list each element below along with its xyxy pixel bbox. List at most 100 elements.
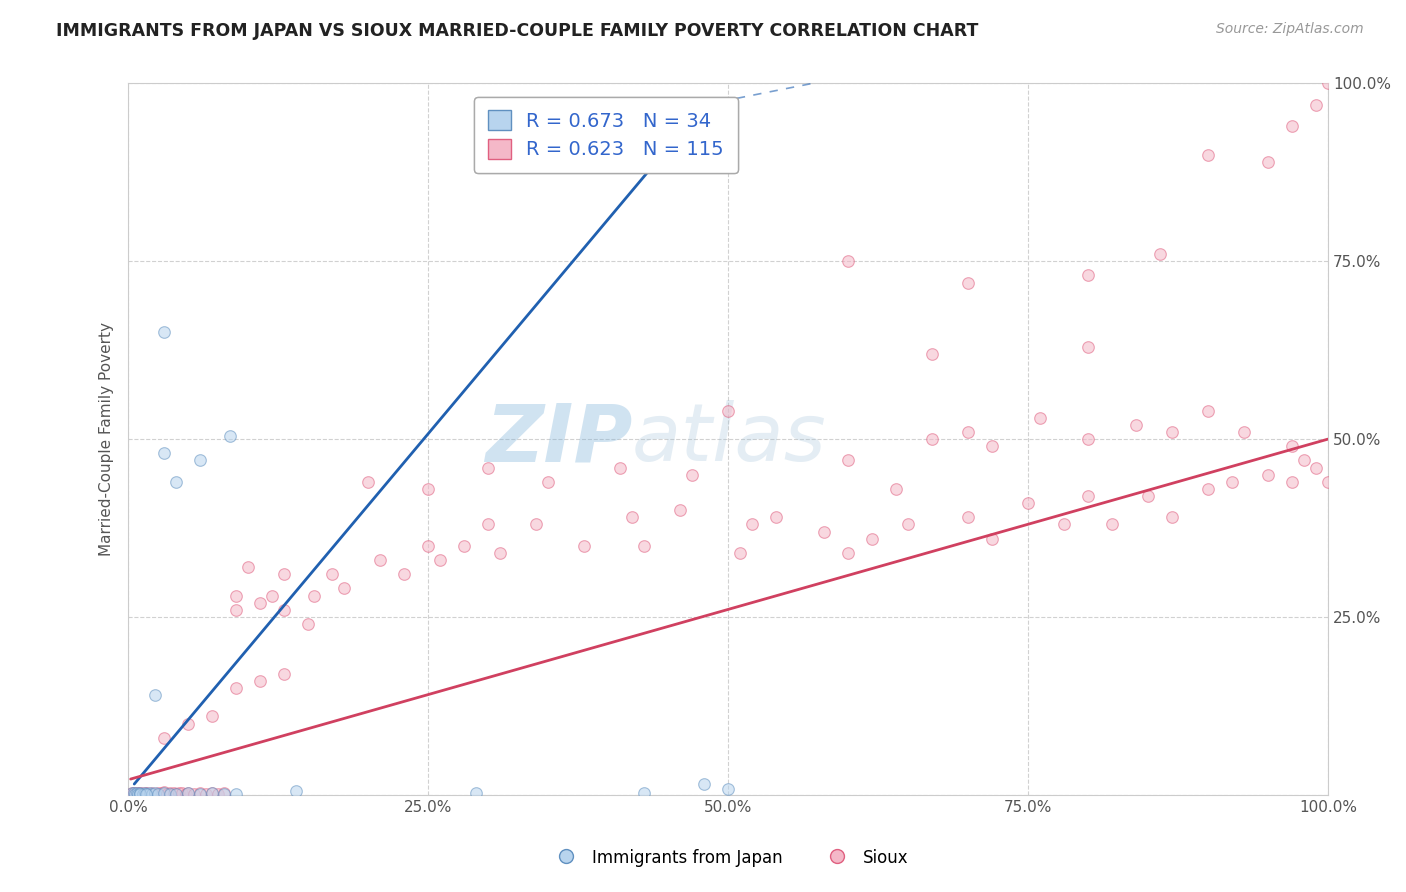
Point <box>165 787 187 801</box>
Point <box>837 254 859 268</box>
Point <box>957 276 980 290</box>
Point <box>418 482 440 496</box>
Point <box>1257 467 1279 482</box>
Point <box>489 546 512 560</box>
Point <box>477 460 499 475</box>
Point <box>131 786 153 800</box>
Point <box>125 786 148 800</box>
Point <box>207 787 229 801</box>
Point <box>837 453 859 467</box>
Point <box>153 731 176 745</box>
Point <box>172 786 194 800</box>
Point <box>633 786 655 800</box>
Point <box>333 582 356 596</box>
Point <box>1077 489 1099 503</box>
Point <box>717 782 740 797</box>
Point <box>537 475 560 489</box>
Point <box>143 786 166 800</box>
Text: atlas: atlas <box>633 401 827 478</box>
Point <box>1197 482 1219 496</box>
Point <box>1281 439 1303 453</box>
Point <box>121 786 143 800</box>
Point <box>1197 147 1219 161</box>
Point <box>273 666 295 681</box>
Text: ZIP: ZIP <box>485 401 633 478</box>
Point <box>1257 154 1279 169</box>
Point <box>1077 432 1099 446</box>
Point <box>1197 403 1219 417</box>
Point <box>249 673 271 688</box>
Point <box>163 786 186 800</box>
Point <box>813 524 835 539</box>
Point <box>153 786 176 800</box>
Point <box>524 517 547 532</box>
Point <box>860 532 883 546</box>
Point <box>717 403 740 417</box>
Point <box>1161 510 1184 524</box>
Point <box>188 786 211 800</box>
Point <box>136 786 159 800</box>
Point <box>122 786 145 800</box>
Point <box>120 787 142 801</box>
Point <box>921 432 943 446</box>
Point <box>621 510 644 524</box>
Point <box>957 510 980 524</box>
Point <box>238 560 260 574</box>
Point <box>1137 489 1160 503</box>
Point <box>574 539 596 553</box>
Point <box>1317 475 1340 489</box>
Point <box>159 786 181 800</box>
Point <box>1233 425 1256 439</box>
Point <box>177 716 200 731</box>
Point <box>129 786 152 800</box>
Point <box>609 460 631 475</box>
Point <box>143 688 166 702</box>
Point <box>453 539 475 553</box>
Point <box>392 567 415 582</box>
Point <box>177 786 200 800</box>
Point <box>249 596 271 610</box>
Point <box>1125 417 1147 432</box>
Point <box>167 786 190 800</box>
Point <box>681 467 703 482</box>
Point <box>765 510 787 524</box>
Y-axis label: Married-Couple Family Poverty: Married-Couple Family Poverty <box>100 322 114 556</box>
Point <box>141 787 163 801</box>
Point <box>195 787 218 801</box>
Point <box>129 787 152 801</box>
Point <box>1161 425 1184 439</box>
Point <box>212 786 235 800</box>
Point <box>693 777 716 791</box>
Point <box>302 589 325 603</box>
Point <box>134 786 156 800</box>
Point <box>201 709 224 723</box>
Point <box>429 553 451 567</box>
Point <box>1077 268 1099 283</box>
Legend: Immigrants from Japan, Sioux: Immigrants from Japan, Sioux <box>547 841 915 875</box>
Point <box>321 567 343 582</box>
Point <box>128 786 150 800</box>
Point <box>477 517 499 532</box>
Point <box>122 787 145 801</box>
Point <box>174 787 197 801</box>
Point <box>465 786 488 800</box>
Point <box>633 539 655 553</box>
Point <box>1101 517 1123 532</box>
Point <box>183 787 205 801</box>
Point <box>165 475 187 489</box>
Point <box>139 787 162 801</box>
Point <box>741 517 763 532</box>
Point <box>150 786 173 800</box>
Point <box>368 553 391 567</box>
Point <box>165 787 187 801</box>
Point <box>669 503 692 517</box>
Point <box>156 787 179 801</box>
Point <box>357 475 380 489</box>
Text: IMMIGRANTS FROM JAPAN VS SIOUX MARRIED-COUPLE FAMILY POVERTY CORRELATION CHART: IMMIGRANTS FROM JAPAN VS SIOUX MARRIED-C… <box>56 22 979 40</box>
Point <box>225 589 247 603</box>
Point <box>1053 517 1076 532</box>
Point <box>225 603 247 617</box>
Point <box>159 787 181 801</box>
Point <box>125 786 148 800</box>
Point <box>225 681 247 695</box>
